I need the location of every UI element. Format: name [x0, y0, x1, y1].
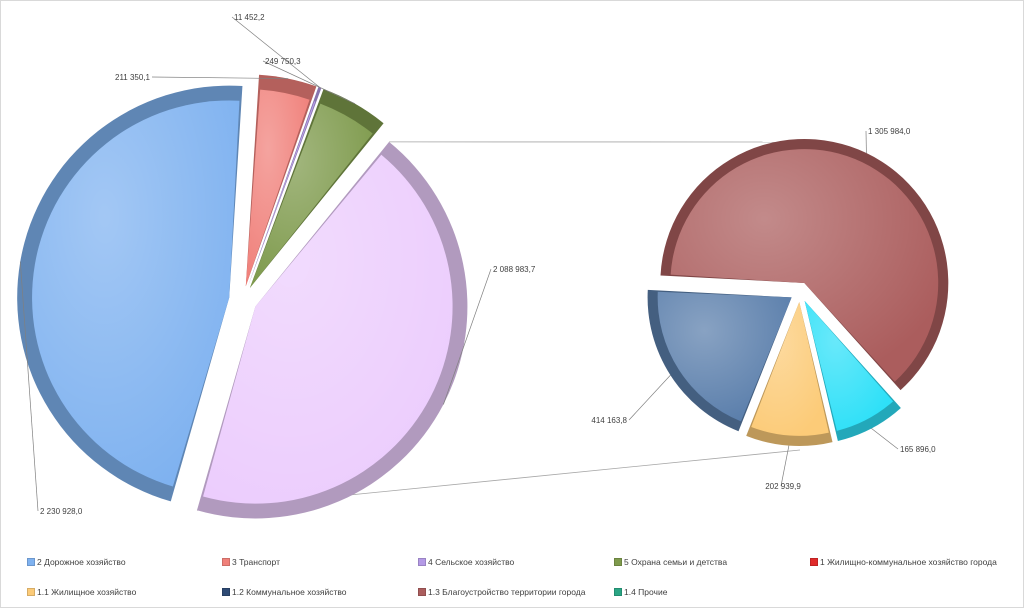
legend-swatch	[27, 558, 35, 566]
legend-item-s13: 1.3 Благоустройство территории города	[418, 587, 585, 597]
label-s4-leader	[231, 16, 321, 88]
main-pie-slice-s2	[17, 85, 243, 502]
legend-label: 1.1 Жилищное хозяйство	[37, 587, 137, 597]
main-pie	[17, 74, 468, 519]
legend-item-s2: 2 Дорожное хозяйство	[27, 557, 126, 567]
secondary-pie-slice-s14	[804, 300, 901, 441]
legend-label: 1.4 Прочие	[624, 587, 668, 597]
label-s13: 1 305 984,0	[868, 127, 911, 136]
legend-item-s4: 4 Сельское хозяйство	[418, 557, 514, 567]
legend-swatch	[810, 558, 818, 566]
legend-swatch	[418, 588, 426, 596]
legend-label: 3 Транспорт	[232, 557, 280, 567]
main-pie-slice-s3	[245, 74, 317, 287]
secondary-pie-slice-s13	[660, 138, 949, 391]
label-s3: 211 350,1	[115, 73, 151, 82]
label-s14-leader	[871, 428, 899, 450]
main-pie-slice-s5	[249, 89, 384, 288]
legend-label: 2 Дорожное хозяйство	[37, 557, 126, 567]
label-s11-leader	[780, 445, 790, 487]
legend-item-s14: 1.4 Прочие	[614, 587, 667, 597]
legend-swatch	[222, 558, 230, 566]
label-s5-leader	[262, 60, 356, 105]
data-labels: 2 230 928,0 211 350,1 11 452,2 249 750,3 2 0…	[19, 13, 936, 516]
secondary-pie	[647, 138, 949, 446]
legend-swatch	[418, 558, 426, 566]
label-s4: 11 452,2	[234, 13, 265, 22]
legend: 2 Дорожное хозяйство 3 Транспорт 4 Сельско…	[0, 548, 1024, 608]
legend-item-s12: 1.2 Коммунальное хозяйство	[222, 587, 347, 597]
label-s1: 2 088 983,7	[493, 265, 536, 274]
label-s11: 202 939,9	[765, 482, 801, 491]
legend-label: 4 Сельское хозяйство	[428, 557, 515, 567]
label-s12-leader	[628, 374, 671, 421]
legend-label: 1.3 Благоустройство территории города	[428, 587, 586, 597]
label-s3-leader	[151, 76, 289, 79]
label-s2: 2 230 928,0	[40, 507, 83, 516]
main-pie-slice-s4	[247, 86, 322, 287]
legend-item-s11: 1.1 Жилищное хозяйство	[27, 587, 136, 597]
label-s1-leader	[443, 268, 492, 405]
legend-item-s5: 5 Охрана семьи и детства	[614, 557, 727, 567]
label-s12: 414 163,8	[591, 416, 627, 425]
label-s5: 249 750,3	[265, 57, 301, 66]
legend-swatch	[614, 558, 622, 566]
secondary-pie-slice-s12	[647, 289, 792, 432]
label-s2-leader	[19, 261, 39, 512]
secondary-pie-slice-s11	[746, 301, 833, 446]
pie-of-pie-chart: 2 230 928,0 211 350,1 11 452,2 249 750,3 2 0…	[17, 13, 949, 519]
legend-label: 5 Охрана семьи и детства	[624, 557, 728, 567]
main-pie-slice-s1	[196, 141, 468, 519]
legend-label: 1 Жилищно-коммунальное хозяйство города	[820, 557, 997, 567]
label-s14: 165 896,0	[900, 445, 936, 454]
legend-label: 1.2 Коммунальное хозяйство	[232, 587, 347, 597]
legend-swatch	[27, 588, 35, 596]
legend-swatch	[222, 588, 230, 596]
legend-item-s1: 1 Жилищно-коммунальное хозяйство города	[810, 557, 997, 567]
legend-item-s3: 3 Транспорт	[222, 557, 280, 567]
legend-swatch	[614, 588, 622, 596]
